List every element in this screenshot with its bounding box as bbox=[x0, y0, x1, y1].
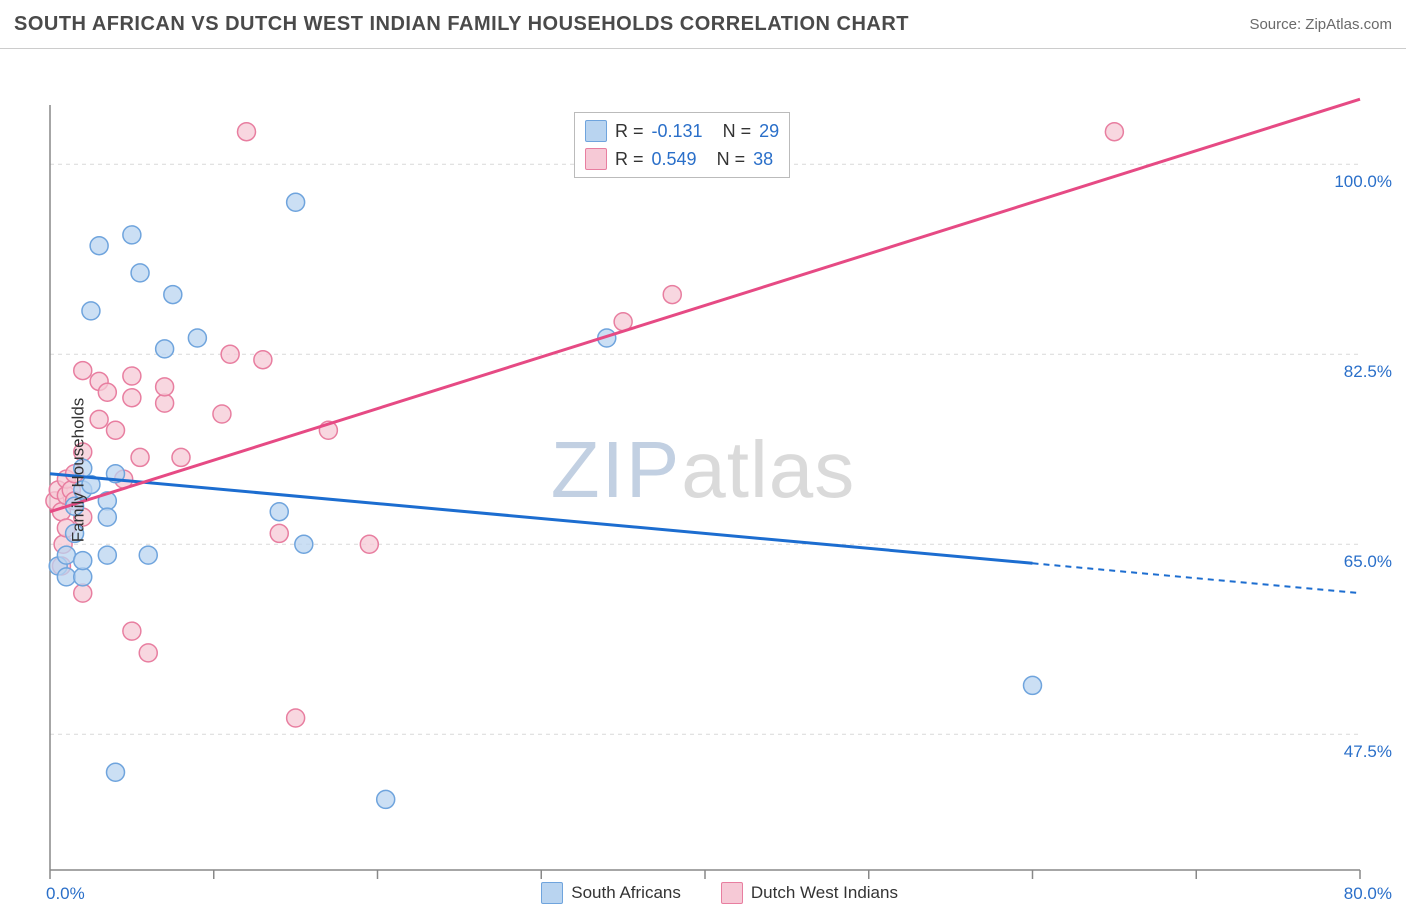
x-tick-label-right: 80.0% bbox=[1344, 884, 1392, 904]
point-dutch bbox=[238, 123, 256, 141]
stats-n-value: 38 bbox=[753, 145, 773, 173]
point-sa bbox=[156, 340, 174, 358]
stats-n-value: 29 bbox=[759, 117, 779, 145]
x-tick-label-left: 0.0% bbox=[46, 884, 85, 904]
point-dutch bbox=[1105, 123, 1123, 141]
y-tick-label: 47.5% bbox=[1344, 742, 1392, 762]
point-sa bbox=[74, 568, 92, 586]
y-tick-label: 65.0% bbox=[1344, 552, 1392, 572]
legend-swatch bbox=[721, 882, 743, 904]
point-sa bbox=[1024, 676, 1042, 694]
point-sa bbox=[377, 790, 395, 808]
y-tick-label: 100.0% bbox=[1334, 172, 1392, 192]
y-axis-title: Family Households bbox=[68, 398, 88, 543]
point-dutch bbox=[123, 622, 141, 640]
point-sa bbox=[139, 546, 157, 564]
stats-legend-box: R =-0.131N =29R =0.549N =38 bbox=[574, 112, 790, 178]
point-sa bbox=[57, 568, 75, 586]
chart-area: Family Households ZIPatlas R =-0.131N =2… bbox=[0, 48, 1406, 892]
chart-source: Source: ZipAtlas.com bbox=[1249, 16, 1392, 33]
point-sa bbox=[74, 552, 92, 570]
point-dutch bbox=[254, 351, 272, 369]
point-sa bbox=[107, 763, 125, 781]
point-sa bbox=[295, 535, 313, 553]
point-sa bbox=[90, 237, 108, 255]
stats-row-1: R = 0.549 N =38 bbox=[585, 145, 779, 173]
legend-item-1: Dutch West Indians bbox=[721, 882, 898, 904]
point-dutch bbox=[156, 394, 174, 412]
point-sa bbox=[164, 286, 182, 304]
stats-row-0: R = -0.131 N =29 bbox=[585, 117, 779, 145]
legend-swatch bbox=[541, 882, 563, 904]
point-dutch bbox=[213, 405, 231, 423]
point-dutch bbox=[74, 362, 92, 380]
stats-r-value: -0.131 bbox=[652, 117, 703, 145]
point-sa bbox=[131, 264, 149, 282]
point-dutch bbox=[156, 378, 174, 396]
stats-n-label: N = bbox=[723, 117, 752, 145]
stats-r-label: R = bbox=[615, 117, 644, 145]
point-sa bbox=[98, 546, 116, 564]
stats-r-label: R = bbox=[615, 145, 644, 173]
point-dutch bbox=[139, 644, 157, 662]
point-dutch bbox=[90, 410, 108, 428]
stats-swatch bbox=[585, 120, 607, 142]
point-dutch bbox=[172, 448, 190, 466]
point-dutch bbox=[287, 709, 305, 727]
point-sa bbox=[270, 503, 288, 521]
point-dutch bbox=[131, 448, 149, 466]
chart-header: SOUTH AFRICAN VS DUTCH WEST INDIAN FAMIL… bbox=[0, 0, 1406, 49]
legend-item-0: South Africans bbox=[541, 882, 681, 904]
point-dutch bbox=[98, 383, 116, 401]
stats-swatch bbox=[585, 148, 607, 170]
point-dutch bbox=[360, 535, 378, 553]
point-sa bbox=[123, 226, 141, 244]
point-sa bbox=[82, 302, 100, 320]
legend-label: Dutch West Indians bbox=[751, 883, 898, 903]
legend-label: South Africans bbox=[571, 883, 681, 903]
trend-sa bbox=[50, 474, 1033, 564]
point-dutch bbox=[74, 584, 92, 602]
point-sa bbox=[57, 546, 75, 564]
point-dutch bbox=[270, 524, 288, 542]
point-sa bbox=[188, 329, 206, 347]
series-legend: South Africans Dutch West Indians bbox=[541, 882, 898, 904]
point-dutch bbox=[123, 389, 141, 407]
y-tick-label: 82.5% bbox=[1344, 362, 1392, 382]
stats-n-label: N = bbox=[717, 145, 746, 173]
chart-title: SOUTH AFRICAN VS DUTCH WEST INDIAN FAMIL… bbox=[14, 13, 909, 36]
point-sa bbox=[98, 508, 116, 526]
point-dutch bbox=[123, 367, 141, 385]
stats-r-value: 0.549 bbox=[652, 145, 697, 173]
point-dutch bbox=[221, 345, 239, 363]
point-dutch bbox=[107, 421, 125, 439]
trend-sa-extrapolated bbox=[1033, 563, 1361, 593]
point-dutch bbox=[663, 286, 681, 304]
point-sa bbox=[287, 193, 305, 211]
